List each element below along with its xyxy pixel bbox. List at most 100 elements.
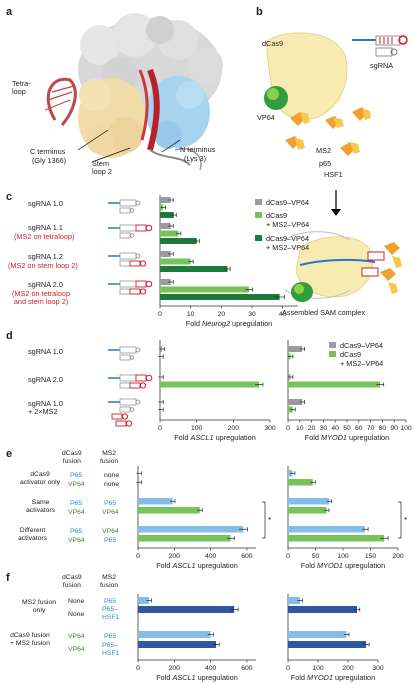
- c-legend-label-1: + MS2–VP64: [266, 220, 309, 229]
- d-myod1-tick-label: 30: [320, 425, 328, 432]
- e-r3-ms2: P65: [104, 500, 117, 507]
- d-sgrna-icon-2-ms2-tetra-loop: [145, 374, 153, 382]
- c-sgrna-icon-1-stem2: [119, 207, 131, 214]
- e-group-1-label: dCas9 activator only: [20, 471, 61, 486]
- f-myod1-bar-1: [288, 606, 357, 613]
- e-r5-ms2: VP64: [102, 528, 119, 535]
- c-sgrna-icon-4-stem2: [119, 288, 131, 295]
- c-sgrna-icon-1: [108, 199, 141, 214]
- d-myod1-tick-label: 80: [379, 425, 387, 432]
- sgrna-red-backbone: [147, 68, 160, 151]
- d-free-ms2-2: [115, 420, 127, 427]
- d-sgrna-icon-3-loop: [135, 399, 141, 405]
- d-myod1-xlabel: Fold MYOD1 upregulation: [305, 433, 389, 442]
- f-r3-dcas9: VP64: [68, 633, 85, 640]
- f-ascl1-tick-label: 200: [169, 665, 181, 672]
- panel-e-label: e: [6, 448, 13, 460]
- e-myod1-bar-1: [288, 479, 313, 486]
- d-myod1-tick-label: 50: [343, 425, 351, 432]
- d-myod1-tick-label: 40: [331, 425, 339, 432]
- d-free-ms2-2-loop: [125, 420, 133, 427]
- d-legend-swatch-0: [329, 342, 336, 348]
- c-bar-0-0: [160, 197, 171, 203]
- f-myod1-xlabel: Fold MYOD1 upregulation: [291, 673, 375, 682]
- c-legend-label-1: dCas9: [266, 211, 287, 220]
- e-ascl1-tick-label: 600: [241, 553, 253, 560]
- d-myod1-tick-label: 90: [390, 425, 398, 432]
- f-r1-ms2: P65: [104, 598, 117, 605]
- dcas9-label: dCas9: [262, 39, 284, 48]
- e-r3-dcas9: P65: [70, 500, 83, 507]
- d-sgrna-icon-2-ms2-stem: [129, 382, 141, 389]
- c-sgrna-icon-3-ms2-stem-loop: [139, 260, 147, 267]
- d-myod1-tick-label: 70: [367, 425, 375, 432]
- c-row-2-name: sgRNA 1.1: [28, 223, 63, 232]
- d-myod1-tick-label: 100: [400, 425, 412, 432]
- c-sgrna-icon-2-ms2-tetra: [135, 224, 147, 232]
- tetraloop-label: Tetra- loop: [12, 79, 31, 97]
- d-myod1-bar-2-0: [288, 399, 303, 405]
- c-xlabel: Fold Neurog2 upregulation: [186, 319, 272, 328]
- f-ascl1-tick-label: 600: [241, 665, 253, 672]
- c-legend-label-2: + MS2–VP64: [266, 243, 309, 252]
- d-sgrna-icon-3-stem2: [119, 406, 131, 413]
- f-group-2-label: dCas9 fusion + MS2 fusion: [10, 632, 50, 647]
- d-row-1-name: sgRNA 1.0: [28, 347, 63, 356]
- c-legend-label-0: dCas9–VP64: [266, 198, 309, 207]
- e-r4-dcas9: VP64: [68, 509, 85, 516]
- d-sgrna-icon-1: [108, 346, 141, 361]
- c-sgrna-icon-3-stem: [119, 252, 137, 260]
- protein-surface-blue: [146, 76, 210, 149]
- d-myod1-bar-0-0: [288, 346, 303, 352]
- d-free-ms2-1: [111, 413, 123, 420]
- stem-loop-2-rna: [149, 149, 191, 166]
- c-legend-swatch-0: [255, 199, 262, 205]
- e-ascl1-tick-label: 400: [205, 553, 217, 560]
- f-ascl1-bar-3: [138, 641, 217, 648]
- c-sgrna-icon-1-stem: [119, 199, 137, 207]
- f-myod1-tick-label: 300: [372, 665, 384, 672]
- e-r2-ms2: none: [104, 481, 120, 488]
- ms2-label: MS2: [316, 146, 332, 155]
- c-terminus-residue: (Gly 1366): [32, 156, 67, 165]
- d-row-3-name: sgRNA 1.0 + 2×MS2: [28, 399, 63, 417]
- e-r1-ms2: none: [104, 472, 120, 479]
- e-myod1-bar-5: [288, 535, 385, 542]
- d-ascl1-tick-label: 0: [158, 425, 162, 432]
- d-free-ms2-1-loop: [121, 413, 129, 420]
- c-bar-2-2: [160, 266, 228, 272]
- f-myod1-tick-label: 100: [312, 665, 324, 672]
- f-ascl1-bar-0: [138, 597, 149, 604]
- c-sgrna-icon-4-ms2-tetra-loop: [145, 280, 153, 288]
- e-ascl1-bar-5: [138, 535, 231, 542]
- f-r4-ms2: P65– HSF1: [102, 642, 120, 657]
- c-row-3-sub: (MS2 on stem loop 2): [8, 261, 78, 270]
- d-ascl1-tick-label: 200: [228, 425, 240, 432]
- c-sgrna-icon-3: [108, 252, 147, 267]
- c-tick-label: 30: [248, 311, 256, 318]
- e-group-2-label: Same activators: [26, 499, 56, 514]
- e-myod1-bar-4: [288, 526, 365, 533]
- d-sgrna-icon-1-stem2: [119, 354, 131, 361]
- d-sgrna-icon-1-stem: [119, 346, 137, 354]
- c-bar-3-1: [160, 286, 249, 293]
- d-myod1-bar-1-1: [288, 381, 381, 388]
- c-sgrna-icon-4-stem: [119, 280, 137, 288]
- f-myod1-bar-2: [288, 631, 347, 638]
- f-ascl1-xlabel: Fold ASCL1 upregulation: [156, 673, 238, 682]
- e-ascl1-bar-3: [138, 507, 200, 514]
- e-header-ms2: MS2 fusion: [100, 450, 119, 465]
- f-header-ms2: MS2 fusion: [100, 574, 119, 589]
- c-row-4-name: sgRNA 2.0: [28, 280, 63, 289]
- d-sgrna-icon-3: [108, 398, 141, 413]
- panel-d-label: d: [6, 330, 13, 342]
- e-myod1-xlabel: Fold MYOD1 upregulation: [301, 561, 385, 570]
- d-legend-label-0: dCas9–VP64: [340, 341, 383, 350]
- c-sgrna-icon-3-ms2-stem: [129, 260, 141, 267]
- d-ascl1-tick-label: 300: [264, 425, 276, 432]
- e-myod1-tick-label: 150: [365, 553, 377, 560]
- f-ascl1-bar-1: [138, 606, 235, 613]
- d-sgrna-icon-2: [108, 374, 153, 389]
- f-r3-ms2: P65: [104, 633, 117, 640]
